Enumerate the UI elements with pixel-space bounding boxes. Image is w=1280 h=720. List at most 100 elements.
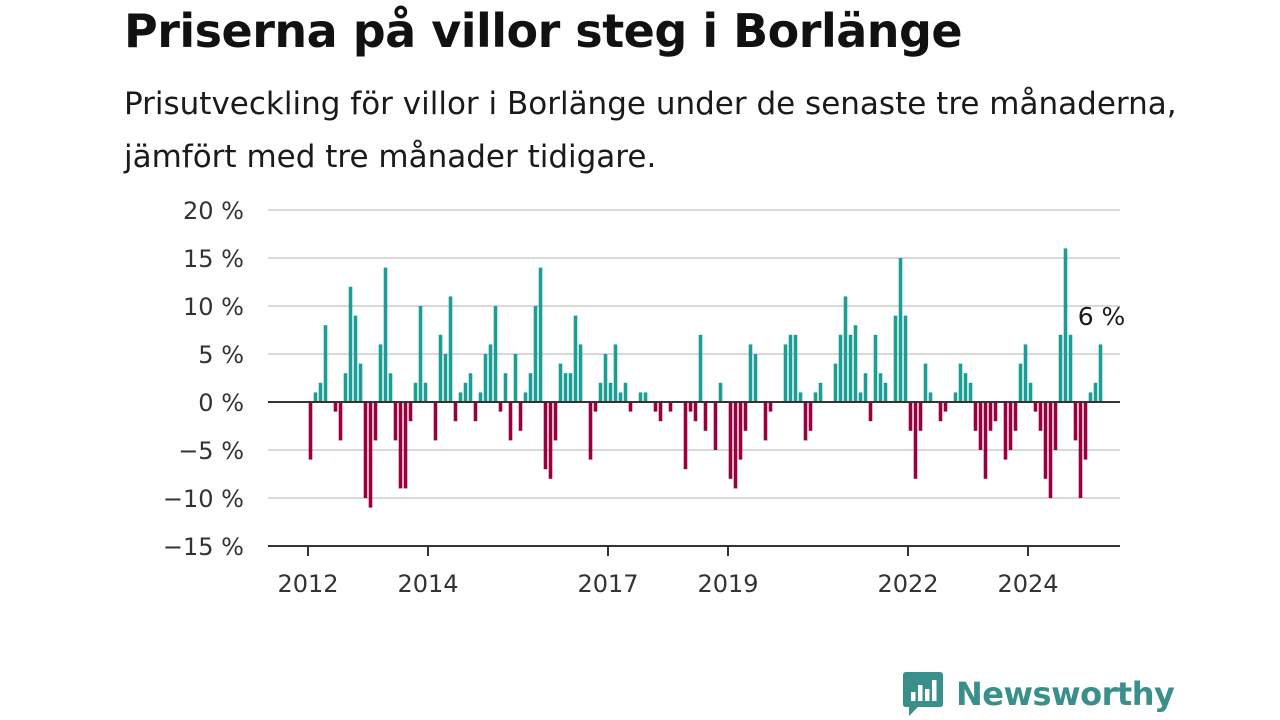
bar	[923, 363, 928, 402]
x-tick-label: 2019	[697, 570, 758, 598]
bar	[1088, 392, 1093, 402]
bar	[523, 392, 528, 402]
bar	[598, 382, 603, 402]
x-tick-label: 2017	[577, 570, 638, 598]
bar	[718, 382, 723, 402]
bar	[468, 373, 473, 402]
bar	[1023, 344, 1028, 402]
bar	[1003, 402, 1008, 460]
bar	[833, 363, 838, 402]
bar	[573, 315, 578, 402]
bar	[373, 402, 378, 441]
bar	[498, 402, 503, 412]
bar	[348, 286, 353, 402]
y-tick-label: −10 %	[163, 485, 244, 513]
bar	[568, 373, 573, 402]
bar	[863, 373, 868, 402]
bar	[443, 354, 448, 402]
bar	[808, 402, 813, 431]
bar	[453, 402, 458, 422]
bar	[958, 363, 963, 402]
bar	[993, 402, 998, 422]
bar	[788, 334, 793, 402]
bar	[728, 402, 733, 479]
y-tick-label: −5 %	[178, 437, 244, 465]
bar	[1038, 402, 1043, 431]
bar	[343, 373, 348, 402]
bar	[413, 382, 418, 402]
bar	[323, 325, 328, 402]
bar	[538, 267, 543, 402]
bar	[558, 363, 563, 402]
bar	[438, 334, 443, 402]
gridlines	[268, 209, 1120, 547]
bar	[1068, 334, 1073, 402]
bar	[553, 402, 558, 441]
bar	[953, 392, 958, 402]
bar	[408, 402, 413, 422]
bar	[593, 402, 598, 412]
y-tick-label: 5 %	[198, 341, 244, 369]
bar	[308, 402, 313, 460]
bar	[798, 392, 803, 402]
y-tick-label: −15 %	[163, 533, 244, 561]
bar	[608, 382, 613, 402]
bar	[1028, 382, 1033, 402]
y-tick-label: 15 %	[183, 245, 244, 273]
bar	[843, 296, 848, 402]
bar	[1033, 402, 1038, 412]
bar	[683, 402, 688, 470]
bar	[393, 402, 398, 441]
brand-logo: Newsworthy	[902, 670, 1175, 718]
bar	[518, 402, 523, 431]
bar	[358, 363, 363, 402]
chart-title: Priserna på villor steg i Borlänge	[124, 4, 963, 58]
bar	[918, 402, 923, 431]
bar	[353, 315, 358, 402]
bar	[713, 402, 718, 450]
bar	[338, 402, 343, 441]
bar	[848, 334, 853, 402]
bar	[893, 315, 898, 402]
axes	[268, 401, 1120, 547]
bar	[493, 306, 498, 402]
bar	[943, 402, 948, 412]
bar	[1093, 382, 1098, 402]
y-tick-label: 20 %	[183, 197, 244, 225]
bar	[938, 402, 943, 422]
bar	[618, 392, 623, 402]
bar	[388, 373, 393, 402]
bar	[968, 382, 973, 402]
bar	[378, 344, 383, 402]
bar	[803, 402, 808, 441]
bar	[753, 354, 758, 402]
bar	[988, 402, 993, 431]
bar	[1058, 334, 1063, 402]
bar	[763, 402, 768, 441]
bar	[838, 334, 843, 402]
x-tick-label: 2012	[277, 570, 338, 598]
bar	[738, 402, 743, 460]
bar	[543, 402, 548, 470]
bar	[383, 267, 388, 402]
bar	[978, 402, 983, 450]
bar	[483, 354, 488, 402]
bar	[628, 402, 633, 412]
bar	[813, 392, 818, 402]
bar	[853, 325, 858, 402]
bar	[688, 402, 693, 412]
y-tick-label: 10 %	[183, 293, 244, 321]
bar	[668, 402, 673, 412]
bar	[563, 373, 568, 402]
bar	[368, 402, 373, 508]
y-tick-label: 0 %	[198, 389, 244, 417]
bar	[513, 354, 518, 402]
bar	[983, 402, 988, 479]
brand-name: Newsworthy	[956, 675, 1175, 713]
bar	[643, 392, 648, 402]
bar	[903, 315, 908, 402]
bar	[578, 344, 583, 402]
bar	[473, 402, 478, 422]
bar	[898, 258, 903, 402]
bar	[698, 334, 703, 402]
